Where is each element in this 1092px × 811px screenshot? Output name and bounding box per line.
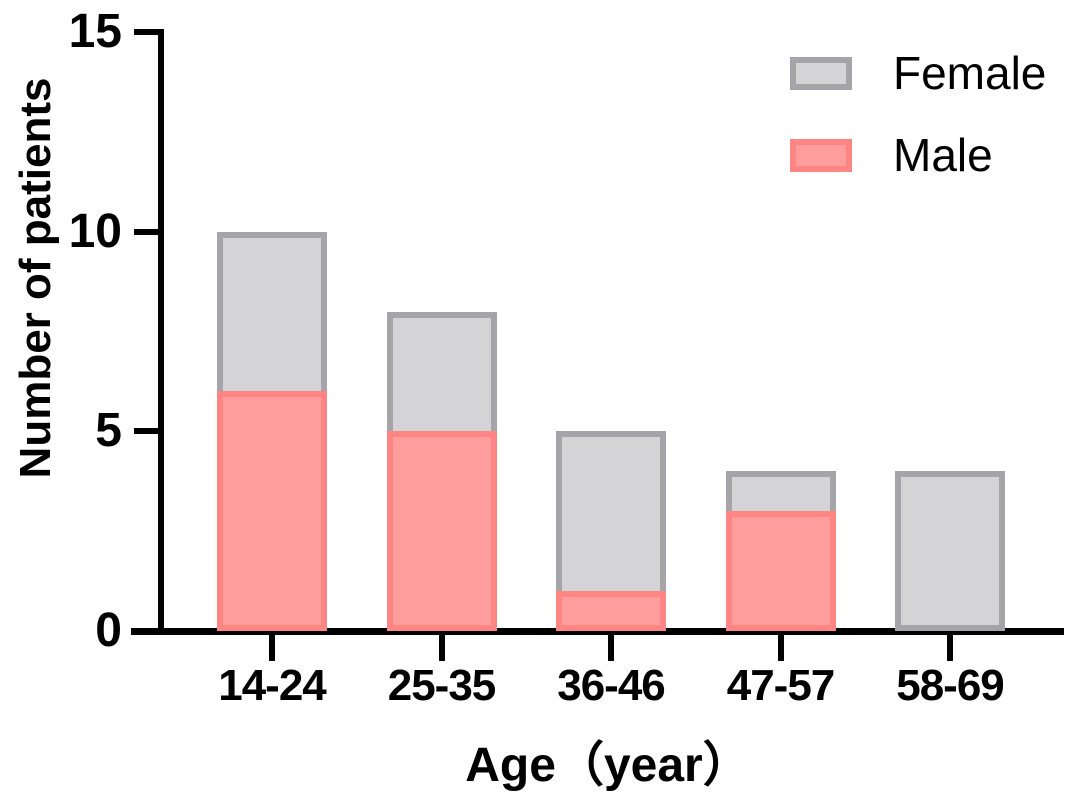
- y-tick-label: 0: [95, 604, 122, 657]
- bar-segment-female-58-69: [895, 471, 1005, 631]
- x-tick-label-14-24: 14-24: [218, 661, 327, 710]
- x-tick-mark: [777, 631, 784, 661]
- legend-label-male: Male: [893, 129, 993, 181]
- x-tick-label-47-57: 47-57: [726, 661, 836, 710]
- legend-swatch-male: [790, 138, 852, 172]
- x-axis-line: [131, 628, 1064, 635]
- y-tick-label: 5: [95, 404, 122, 458]
- legend-swatch-female: [790, 56, 852, 90]
- x-axis-title: Age（year）: [465, 739, 751, 792]
- y-tick-mark: [134, 428, 160, 435]
- bar-segment-female-47-57: [725, 471, 836, 512]
- y-tick-mark: [134, 29, 160, 35]
- y-tick-label: 15: [68, 5, 122, 58]
- x-tick-mark: [438, 631, 445, 661]
- y-axis-line: [158, 29, 164, 635]
- legend-label-female: Female: [893, 47, 1047, 99]
- x-tick-label-58-69: 58-69: [896, 661, 1005, 710]
- y-tick-mark: [134, 628, 160, 634]
- x-tick-label-25-35: 25-35: [387, 661, 497, 710]
- x-tick-mark: [608, 631, 614, 661]
- x-tick-label-36-46: 36-46: [557, 661, 666, 710]
- legend-entry-male: Male: [790, 130, 993, 180]
- x-tick-mark: [269, 631, 275, 661]
- legend-entry-female: Female: [790, 48, 1046, 98]
- bar-segment-female-25-35: [386, 311, 497, 432]
- x-tick-mark: [947, 631, 953, 661]
- y-tick-mark: [134, 228, 160, 235]
- y-tick-label: 10: [68, 204, 122, 258]
- bar-segment-male-47-57: [725, 511, 836, 631]
- bar-segment-female-14-24: [217, 231, 327, 392]
- bar-segment-male-14-24: [217, 391, 327, 631]
- bar-segment-male-25-35: [386, 431, 497, 631]
- bar-segment-female-36-46: [556, 431, 666, 592]
- bar-segment-male-36-46: [556, 591, 666, 631]
